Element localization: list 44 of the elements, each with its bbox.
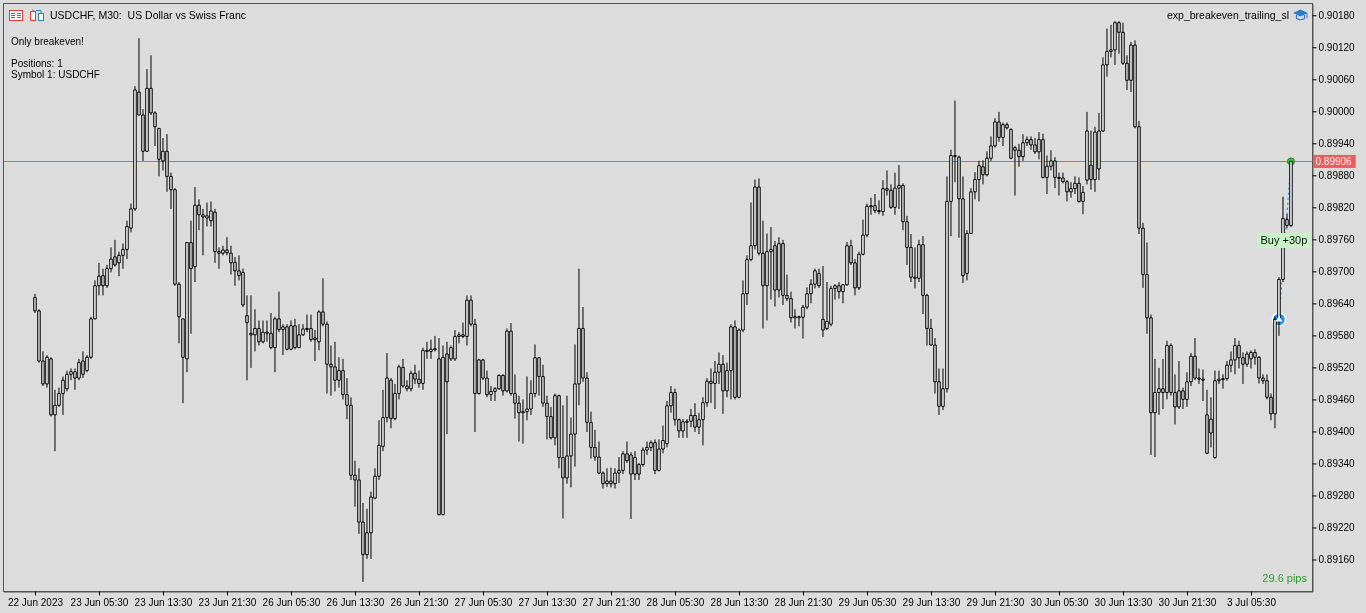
x-tick-label: 23 Jun 05:30 xyxy=(70,596,129,608)
x-tick-label: 28 Jun 05:30 xyxy=(646,596,705,608)
annotation: Symbol 1: USDCHF xyxy=(11,68,100,80)
y-tick-label: 0.89940 xyxy=(1318,138,1356,149)
x-tick-label: 29 Jun 13:30 xyxy=(902,596,961,608)
y-tick-label: 0.89340 xyxy=(1318,458,1356,470)
y-tick-label: 0.89520 xyxy=(1318,362,1356,374)
annotation: Positions: 1 xyxy=(11,57,64,69)
y-tick-label: 0.89760 xyxy=(1318,234,1356,246)
x-tick-label: 30 Jun 13:30 xyxy=(1094,596,1153,608)
x-tick-label: 28 Jun 21:30 xyxy=(774,596,833,608)
text: exp_breakeven_trailing_sl xyxy=(1167,9,1289,21)
y-tick-label: 0.89880 xyxy=(1318,170,1356,182)
text: USDCHF, M30: US Dollar vs Swiss Franc xyxy=(50,9,247,21)
y-tick-label: 0.90000 xyxy=(1318,105,1356,117)
x-tick-label: 23 Jun 21:30 xyxy=(198,596,257,608)
x-tick-label: 29 Jun 05:30 xyxy=(838,596,897,608)
x-tick-label: 22 Jun 2023 xyxy=(7,596,64,608)
y-tick-label: 0.90180 xyxy=(1318,9,1356,21)
x-tick-label: 27 Jun 13:30 xyxy=(518,596,577,608)
y-tick-label: 0.89820 xyxy=(1318,202,1356,214)
x-tick-label: 3 Jul 05:30 xyxy=(1227,596,1277,608)
annotation: Only breakeven! xyxy=(11,35,84,47)
y-tick-label: 0.89280 xyxy=(1318,490,1356,502)
y-tick-label: 0.89580 xyxy=(1318,330,1356,342)
annotation: 29.6 pips xyxy=(1262,572,1308,584)
y-tick-label: 0.89220 xyxy=(1318,522,1356,534)
y-tick-label: 0.89700 xyxy=(1318,266,1356,278)
x-tick-label: 26 Jun 13:30 xyxy=(326,596,385,608)
x-tick-label: 23 Jun 13:30 xyxy=(134,596,193,608)
x-tick-label: 28 Jun 13:30 xyxy=(710,596,769,608)
x-tick-label: 27 Jun 21:30 xyxy=(582,596,641,608)
y-tick-label: 0.89640 xyxy=(1318,298,1356,310)
x-tick-label: 30 Jun 21:30 xyxy=(1158,596,1217,608)
y-tick-label: 0.89160 xyxy=(1318,554,1356,566)
x-tick-label: 30 Jun 05:30 xyxy=(1030,596,1089,608)
x-tick-label: 26 Jun 05:30 xyxy=(262,596,321,608)
y-tick-label: 0.90120 xyxy=(1318,41,1356,53)
y-tick-label: 0.90060 xyxy=(1318,73,1356,85)
x-tick-label: 27 Jun 05:30 xyxy=(454,596,513,608)
x-tick-label: 26 Jun 21:30 xyxy=(390,596,449,608)
y-tick-label: 0.89400 xyxy=(1318,426,1356,438)
y-tick-label: 0.89460 xyxy=(1318,394,1356,406)
x-tick-label: 29 Jun 21:30 xyxy=(966,596,1025,608)
